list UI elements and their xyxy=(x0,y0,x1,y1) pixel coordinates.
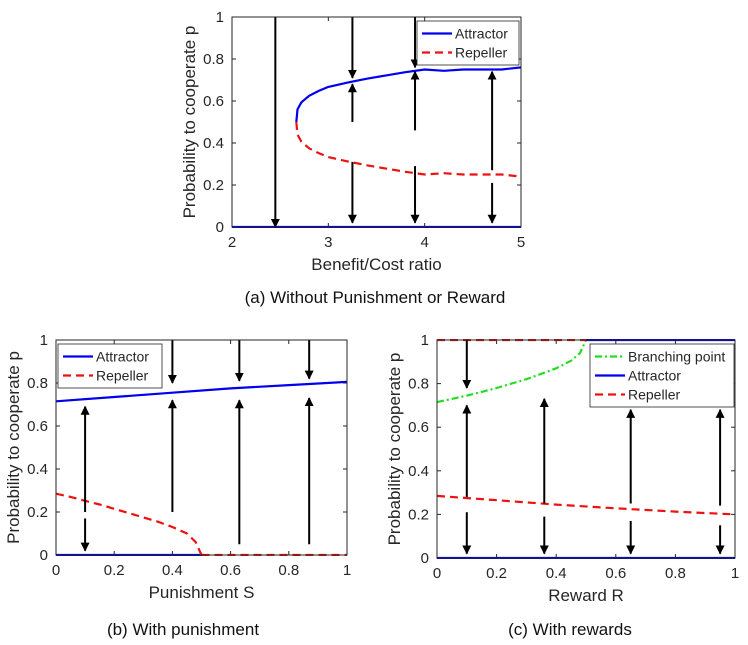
y-tick-label: 0.6 xyxy=(203,93,224,110)
x-tick-label: 0.2 xyxy=(104,562,125,579)
y-tick-label: 1 xyxy=(40,332,48,349)
series-line-attractor xyxy=(55,380,348,403)
y-tick-label: 0.6 xyxy=(408,419,429,436)
x-tick-label: 0 xyxy=(433,565,441,582)
y-tick-label: 0.2 xyxy=(27,504,48,521)
x-tick-label: 0.6 xyxy=(220,562,241,579)
series-line-attractor xyxy=(295,66,522,123)
panel-b: 0 0.2 0.4 0.6 0.8 1 0 0.2 0.4 0.6 0.8 1 Attractor Rep… xyxy=(4,332,351,639)
y-tick-label: 0.4 xyxy=(408,463,429,480)
y-tick-label: 0.2 xyxy=(203,177,224,194)
series-group xyxy=(55,380,348,556)
panel-caption: (a) Without Punishment or Reward xyxy=(245,288,506,307)
y-tick-label: 0.2 xyxy=(408,506,429,523)
y-tick-label: 0.8 xyxy=(203,51,224,68)
y-tick-label: 0.8 xyxy=(27,375,48,392)
y-tick-label: 0.8 xyxy=(408,376,429,393)
x-tick-label: 3 xyxy=(324,234,332,251)
x-axis-label: Reward R xyxy=(548,586,624,605)
x-axis-label: Punishment S xyxy=(149,583,255,602)
x-tick-label: 5 xyxy=(517,234,525,251)
axes-box xyxy=(231,16,522,228)
y-axis-label: Probability to cooperate p xyxy=(180,26,199,219)
x-tick-label: 2 xyxy=(228,234,236,251)
x-tick-label: 1 xyxy=(731,565,739,582)
axes-box xyxy=(436,339,736,559)
panel-caption: (c) With rewards xyxy=(508,620,632,639)
legend-box xyxy=(57,343,163,389)
x-tick-label: 0.8 xyxy=(665,565,686,582)
x-tick-label: 0.8 xyxy=(278,562,299,579)
x-tick-label: 1 xyxy=(343,562,351,579)
panel-c: 0 0.2 0.4 0.6 0.8 1 0 0.2 0.4 0.6 0.8 1 Branching po… xyxy=(385,332,739,639)
x-tick-label: 0.2 xyxy=(486,565,507,582)
legend-label: Repeller xyxy=(455,45,507,61)
legend-label: Attractor xyxy=(455,26,508,42)
series-line-repeller xyxy=(436,494,736,516)
legend-box xyxy=(416,20,520,66)
legend-label: Attractor xyxy=(96,349,149,365)
y-tick-label: 0 xyxy=(216,219,224,236)
y-tick-label: 0.4 xyxy=(27,461,48,478)
y-tick-label: 0.6 xyxy=(27,418,48,435)
x-tick-label: 4 xyxy=(420,234,428,251)
panel-a: 2 3 4 5 0 0.2 0.4 0.6 0.8 1 Attractor Repeller Benef… xyxy=(180,9,525,307)
y-axis-label: Probability to cooperate p xyxy=(385,353,404,546)
legend-label: Repeller xyxy=(628,387,680,403)
y-tick-label: 0 xyxy=(421,550,429,567)
axes-box xyxy=(55,339,348,556)
y-tick-label: 1 xyxy=(421,332,429,349)
x-tick-label: 0.4 xyxy=(162,562,183,579)
x-tick-label: 0 xyxy=(52,562,60,579)
y-axis-label: Probability to cooperate p xyxy=(4,351,23,544)
series-line-repeller xyxy=(295,121,522,178)
panel-caption: (b) With punishment xyxy=(107,620,259,639)
legend-label: Branching point xyxy=(628,349,725,365)
x-tick-label: 0.6 xyxy=(605,565,626,582)
x-tick-label: 0.4 xyxy=(546,565,567,582)
y-tick-label: 0 xyxy=(40,547,48,564)
y-tick-label: 0.4 xyxy=(203,135,224,152)
x-axis-label: Benefit/Cost ratio xyxy=(311,255,441,274)
series-line-branching-point xyxy=(436,339,588,404)
y-tick-label: 1 xyxy=(216,9,224,26)
series-line-repeller xyxy=(55,492,203,556)
legend-label: Repeller xyxy=(96,368,148,384)
legend-label: Attractor xyxy=(628,368,681,384)
